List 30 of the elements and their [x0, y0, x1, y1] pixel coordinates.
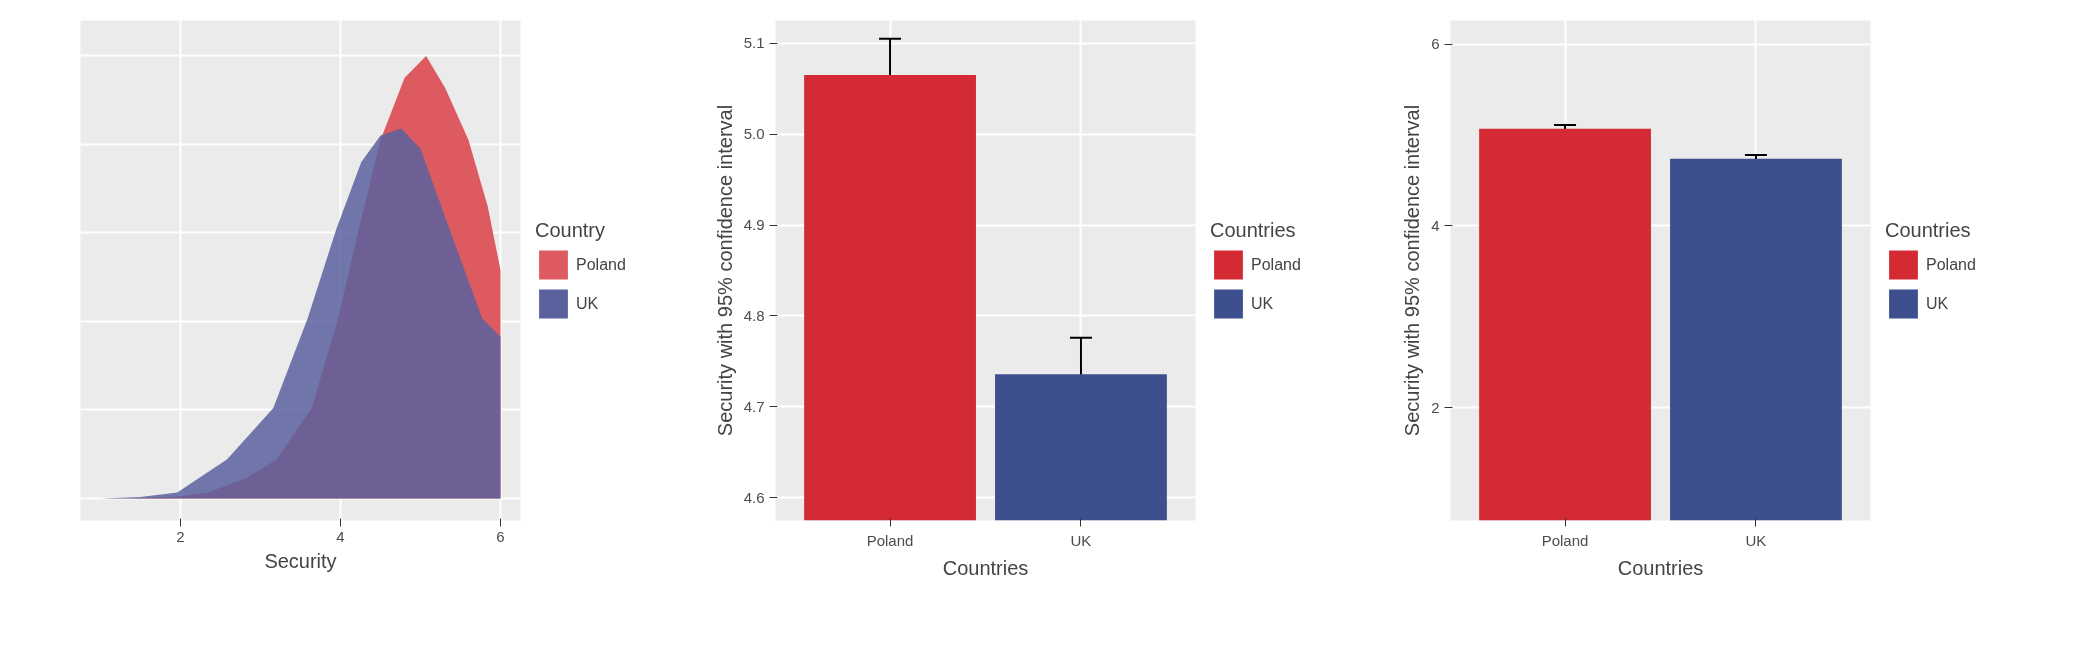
legend-label: Poland: [1926, 255, 1976, 274]
x-tick-label: UK: [1745, 531, 1767, 549]
y-tick-label: 2: [1431, 398, 1440, 416]
y-axis-title: Security with 95% confidence interval: [1401, 104, 1424, 437]
y-axis-title: Security with 95% confidence interval: [713, 104, 736, 437]
y-tick-label: 4.6: [743, 488, 765, 506]
x-tick-label: 6: [496, 527, 505, 545]
y-tick-label: 4: [1431, 216, 1440, 234]
legend-label: UK: [576, 294, 599, 313]
y-tick-label: 5.0: [743, 125, 765, 143]
y-tick-label: 6: [1431, 35, 1440, 53]
y-tick-label: 4.9: [743, 216, 765, 234]
x-axis-title: Countries: [1617, 556, 1704, 579]
legend-title: Countries: [1210, 218, 1297, 242]
x-tick-label: 2: [176, 527, 185, 545]
legend-title: Country: [535, 218, 607, 242]
x-tick-label: UK: [1070, 531, 1092, 549]
legend-title: Countries: [1885, 218, 1972, 242]
legend-label: UK: [1926, 294, 1949, 313]
x-tick-label: Poland: [1541, 531, 1589, 549]
y-tick-label: 4.7: [743, 397, 765, 415]
x-tick-label: Poland: [866, 531, 914, 549]
y-tick-label: 4.8: [743, 306, 765, 324]
legend-label: Poland: [576, 255, 626, 274]
y-tick-label: 5.1: [743, 34, 765, 52]
x-axis-title: Security: [264, 549, 337, 572]
x-axis-title: Countries: [942, 556, 1029, 579]
legend-label: Poland: [1251, 255, 1301, 274]
legend-label: UK: [1251, 294, 1274, 313]
x-tick-label: 4: [336, 527, 345, 545]
